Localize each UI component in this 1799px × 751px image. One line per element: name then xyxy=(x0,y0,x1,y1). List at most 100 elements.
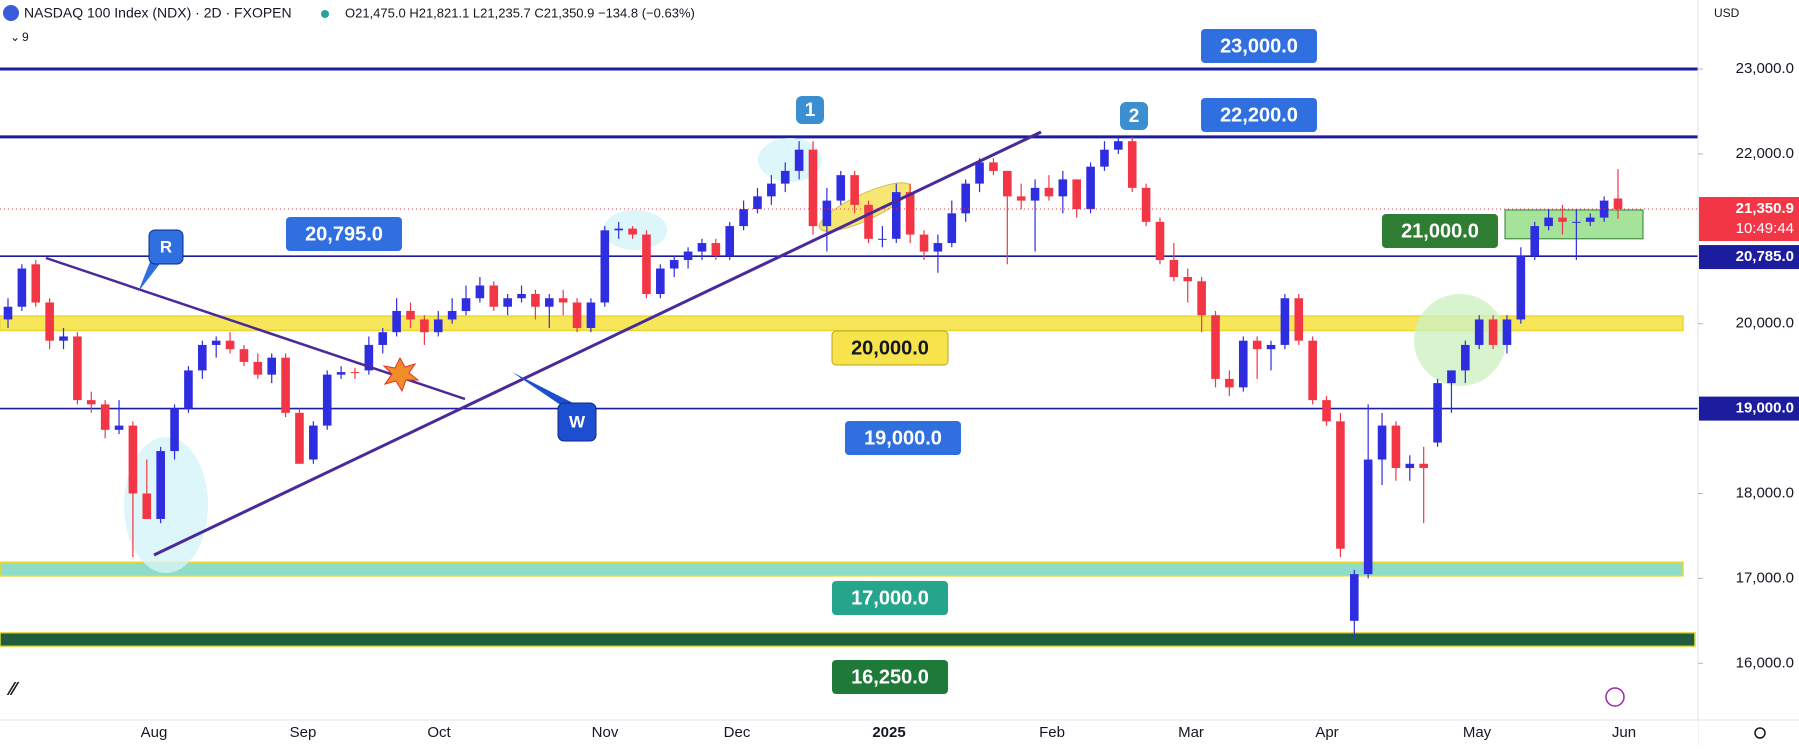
candle-body xyxy=(1197,281,1206,316)
level-band xyxy=(0,561,1684,577)
candle-body xyxy=(1155,221,1165,261)
candle-body xyxy=(1349,574,1359,621)
candle-body xyxy=(891,192,901,239)
candle-body xyxy=(808,149,818,227)
candle-body xyxy=(1558,217,1567,222)
annotation-box xyxy=(1120,102,1148,130)
candle-body xyxy=(1433,383,1442,443)
x-tick-label: Dec xyxy=(724,724,751,741)
annotation-box xyxy=(557,402,597,442)
candle-body xyxy=(114,425,124,430)
candle-body xyxy=(1530,226,1540,256)
x-tick-label: Oct xyxy=(427,724,451,741)
candle-body xyxy=(1211,315,1220,379)
candle-body xyxy=(489,285,499,307)
candle-body xyxy=(211,340,221,345)
candle-body xyxy=(156,451,165,519)
candle-body xyxy=(1294,298,1304,341)
y-tick-label: 23,000.0 xyxy=(1736,60,1794,77)
indicator-toggle[interactable]: ⌄ xyxy=(10,30,20,44)
candle-body xyxy=(1447,370,1456,384)
candle-body xyxy=(1308,340,1317,401)
candle-body xyxy=(281,357,290,413)
candle-body xyxy=(198,344,207,371)
x-tick-label: Aug xyxy=(141,724,168,741)
candle-body xyxy=(31,264,41,303)
candle-body xyxy=(392,310,401,333)
candle-body xyxy=(1016,196,1026,201)
candles xyxy=(3,136,1623,638)
candle-body xyxy=(1280,298,1290,345)
y-tick-label: 22,000.0 xyxy=(1736,145,1794,162)
candle-body xyxy=(406,310,415,320)
annotation-text: 1 xyxy=(805,100,816,121)
level-label-box xyxy=(1201,29,1317,63)
level-label-box xyxy=(286,217,402,251)
level-band xyxy=(0,631,1696,648)
candle-body xyxy=(364,344,374,371)
candle-body xyxy=(1141,187,1151,222)
candle-body xyxy=(461,298,471,311)
x-tick-label: Mar xyxy=(1178,724,1204,741)
candle-body xyxy=(905,192,915,235)
price-marker-box xyxy=(1699,245,1799,270)
candle-body xyxy=(73,336,82,401)
countdown: 10:49:44 xyxy=(1736,220,1794,237)
price-marker-box xyxy=(1699,197,1799,242)
level-label-box xyxy=(832,660,948,694)
candle-body xyxy=(1100,149,1109,167)
callout-pointer xyxy=(512,372,575,408)
candle-body xyxy=(836,175,846,201)
annotation-text: 2 xyxy=(1129,106,1140,127)
candle-body xyxy=(850,175,859,205)
candle-body xyxy=(975,162,984,184)
alert-icon[interactable] xyxy=(1605,687,1625,707)
y-tick-label: 16,000.0 xyxy=(1736,654,1794,671)
level-label: 19,000.0 xyxy=(864,427,942,449)
candle-body xyxy=(225,340,235,350)
candle-body xyxy=(669,260,679,269)
candle-body xyxy=(600,230,610,303)
x-tick-label: 2025 xyxy=(872,724,905,741)
candle-body xyxy=(142,493,152,519)
candle-body xyxy=(1377,425,1387,460)
candle-body xyxy=(1322,400,1331,422)
candle-body xyxy=(1252,340,1262,350)
candle-body xyxy=(1169,260,1179,278)
marker-icon xyxy=(382,356,420,393)
settings-icon[interactable] xyxy=(1754,727,1766,739)
annotations: 23,000.0 22,200.0 20,795.0 20,000.0 19,000.0… xyxy=(0,29,1698,694)
candle-body xyxy=(544,298,554,307)
x-tick-label: Sep xyxy=(290,724,317,741)
candle-body xyxy=(336,372,346,375)
candle-body xyxy=(1502,319,1512,345)
highlight xyxy=(1414,294,1506,386)
candle-body xyxy=(1613,198,1623,210)
levels xyxy=(0,67,1698,648)
candle-body xyxy=(1572,221,1581,223)
y-tick-label: 17,000.0 xyxy=(1736,569,1794,586)
symbol: NASDAQ 100 Index (NDX) · 2D · FXOPEN xyxy=(24,5,292,21)
candle-body xyxy=(1516,255,1526,320)
price-marker-label: 19,000.0 xyxy=(1736,400,1794,417)
level-label: 23,000.0 xyxy=(1220,35,1298,57)
candle-body xyxy=(350,372,360,374)
candle-body xyxy=(170,408,179,452)
flag-icon xyxy=(3,5,19,21)
candle-body xyxy=(475,285,485,299)
candle-body xyxy=(642,234,651,294)
candle-body xyxy=(1238,340,1248,388)
y-tick-label: 18,000.0 xyxy=(1736,484,1794,501)
candle-body xyxy=(628,228,637,235)
x-tick-label: Apr xyxy=(1315,724,1338,741)
highlight xyxy=(758,138,822,182)
candle-body xyxy=(531,293,540,307)
candle-body xyxy=(961,183,970,214)
candle-body xyxy=(767,183,776,197)
trend-line xyxy=(153,130,1042,557)
candle-body xyxy=(59,336,68,341)
candle-body xyxy=(1585,217,1595,222)
candle-body xyxy=(1461,344,1470,371)
candle-body xyxy=(45,302,54,341)
axes: 16,000.0 17,000.0 18,000.0 20,000.0 22,000.0… xyxy=(141,60,1799,741)
